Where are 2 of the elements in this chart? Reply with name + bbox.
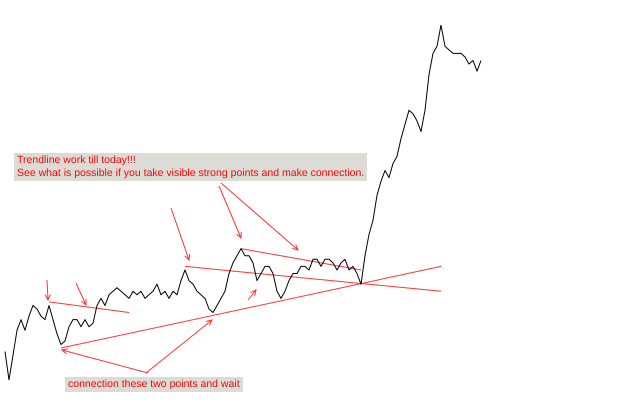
annotation: Trendline work till today!!! See what is possible if you take visible strong points and make connection. bbox=[14, 153, 368, 181]
annotation: connection these two points and wait bbox=[65, 377, 243, 392]
